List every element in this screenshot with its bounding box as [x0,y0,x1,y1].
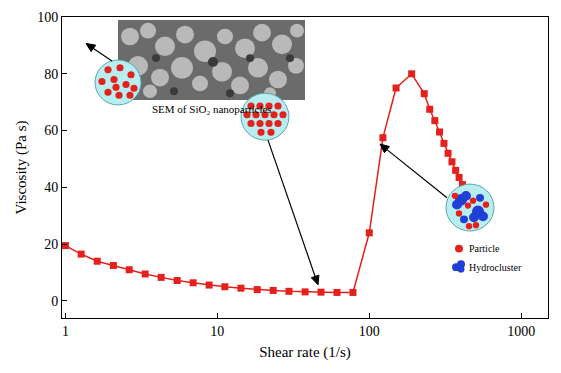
svg-text:20: 20 [44,237,58,252]
svg-text:10: 10 [210,324,224,339]
svg-text:Viscosity (Pa s): Viscosity (Pa s) [13,120,30,214]
svg-text:Shear rate (1/s): Shear rate (1/s) [259,344,351,361]
svg-text:1: 1 [62,324,69,339]
svg-text:0: 0 [51,294,58,309]
svg-text:Hydrocluster: Hydrocluster [469,262,522,273]
svg-text:100: 100 [359,324,380,339]
svg-text:40: 40 [44,180,58,195]
svg-text:Particle: Particle [469,243,500,254]
svg-text:100: 100 [37,10,58,25]
svg-text:SEM of SiO₂ nanoparticles: SEM of SiO₂ nanoparticles [152,103,272,115]
svg-text:80: 80 [44,67,58,82]
svg-text:60: 60 [44,123,58,138]
svg-text:1000: 1000 [507,324,535,339]
